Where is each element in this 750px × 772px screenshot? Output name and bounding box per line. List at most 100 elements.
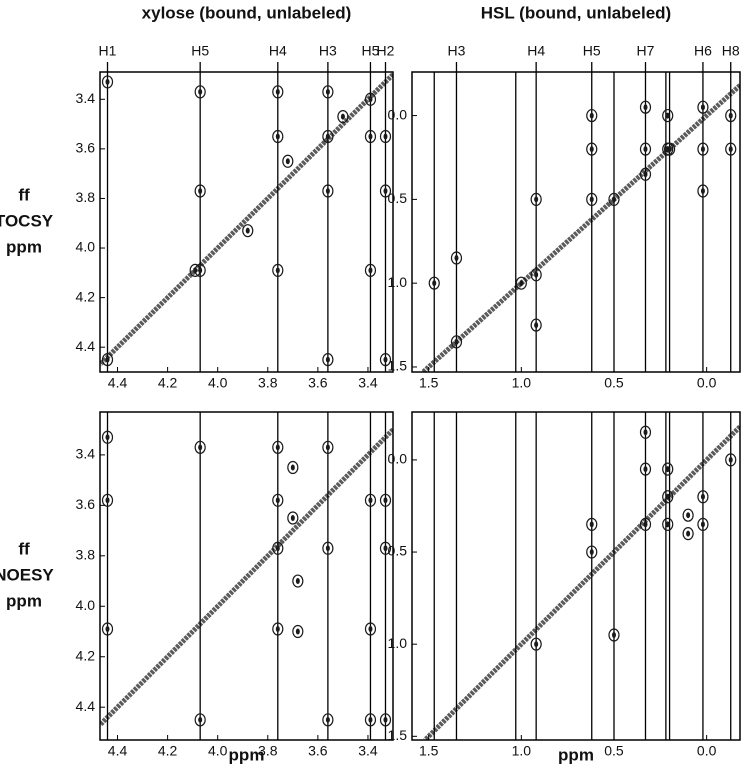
cross-peak — [725, 108, 737, 123]
cross-peak — [194, 440, 206, 454]
cross-peak-core — [700, 104, 705, 111]
cross-peak-core — [275, 497, 280, 504]
assignment-label: H6 — [694, 43, 712, 59]
cross-peak — [322, 184, 334, 198]
cross-peak-core — [105, 434, 110, 441]
panel-frame — [99, 411, 394, 741]
cross-peak-core — [454, 255, 459, 262]
cross-peak — [639, 425, 652, 439]
cross-peak — [322, 353, 334, 367]
y-tick-label: 3.4 — [76, 90, 96, 106]
assignment-label: H5 — [583, 43, 601, 59]
cross-peak — [272, 440, 284, 454]
cross-peak — [379, 493, 392, 507]
cross-peak — [272, 493, 284, 507]
diagonal — [100, 72, 393, 367]
cross-peak — [682, 527, 694, 541]
x-tick-label: 4.4 — [108, 375, 128, 391]
cross-peak — [194, 184, 206, 198]
cross-peak-core — [325, 88, 330, 95]
y-tick-label: 4.4 — [76, 698, 96, 714]
assignment-label: H4 — [527, 43, 545, 59]
cross-peak-core — [728, 146, 733, 153]
cross-peak — [450, 251, 463, 265]
cross-peak — [639, 100, 652, 114]
cross-peak — [364, 263, 377, 277]
x-tick-label: 0.0 — [697, 375, 717, 391]
cross-peak-core — [643, 466, 648, 473]
cross-peak — [322, 440, 334, 454]
cross-peak-core — [611, 631, 616, 638]
y-tick-label: 1.5 — [388, 727, 408, 743]
x-tick-label: 3.8 — [258, 743, 278, 759]
cross-peak-core — [368, 716, 373, 723]
cross-peak-core — [383, 133, 388, 140]
cross-peak — [697, 184, 709, 198]
cross-peak-core — [383, 356, 388, 363]
cross-peak — [364, 493, 377, 507]
cross-peak-core — [665, 521, 670, 528]
assignment-label: H2 — [377, 43, 395, 59]
cross-peak — [697, 100, 709, 114]
plot-area — [421, 72, 740, 372]
cross-peak-core — [589, 521, 594, 528]
cross-peak — [282, 154, 294, 168]
cross-peak — [287, 460, 299, 475]
cross-peak-core — [700, 187, 705, 194]
cross-peak — [364, 622, 377, 636]
cross-peak — [639, 142, 652, 156]
cross-peak — [379, 184, 392, 198]
y-tick-label: 3.8 — [76, 189, 96, 205]
cross-peak — [292, 574, 304, 588]
cross-peak — [586, 108, 598, 123]
cross-peak-core — [611, 196, 616, 203]
x-tick-label: 4.0 — [208, 743, 228, 759]
cross-peak-core — [275, 625, 280, 632]
cross-peak — [530, 192, 542, 206]
plot-area — [100, 72, 393, 372]
cross-peak-core — [589, 112, 594, 119]
cross-peak-core — [534, 196, 539, 203]
cross-peak-core — [295, 578, 300, 585]
cross-peak — [697, 142, 709, 156]
cross-peak — [586, 142, 598, 156]
panel-frame — [411, 71, 741, 373]
cross-peak-core — [519, 280, 524, 287]
cross-peak — [272, 541, 284, 555]
cross-peak — [272, 85, 284, 99]
plot-area — [423, 412, 740, 740]
cross-peak-core — [105, 497, 110, 504]
x-tick-label: 4.2 — [158, 375, 178, 391]
cross-peak-core — [643, 521, 648, 528]
y-tick-label: 3.6 — [76, 140, 96, 156]
cross-peak-core — [534, 322, 539, 329]
cross-peak — [272, 263, 284, 277]
panel-frame — [99, 71, 394, 373]
x-tick-label: 3.6 — [308, 375, 328, 391]
cross-peak-core — [105, 356, 110, 363]
x-tick-label: 4.2 — [158, 743, 178, 759]
x-axis-label: ppm — [558, 745, 594, 764]
cross-peak — [322, 85, 334, 99]
cross-peak-core — [686, 512, 691, 519]
cross-peak-core — [454, 338, 459, 345]
cross-peak-core — [325, 356, 330, 363]
cross-peak — [101, 493, 114, 507]
y-tick-label: 4.0 — [76, 239, 96, 255]
cross-peak-core — [589, 549, 594, 556]
cross-peak — [586, 517, 598, 532]
cross-peak — [272, 622, 284, 636]
y-tick-label: 4.2 — [76, 647, 96, 663]
cross-peak — [322, 713, 334, 727]
cross-peak-core — [198, 716, 203, 723]
cross-peak — [662, 462, 674, 476]
cross-peak-core — [275, 267, 280, 274]
cross-peak-core — [383, 545, 388, 552]
cross-peak — [639, 167, 652, 181]
cross-peak-core — [105, 625, 110, 632]
cross-peak — [662, 517, 674, 532]
panel-title: HSL (bound, unlabeled) — [481, 3, 671, 22]
y-tick-label: 0.0 — [388, 451, 408, 467]
cross-peak — [101, 353, 114, 367]
cross-peak-core — [275, 88, 280, 95]
